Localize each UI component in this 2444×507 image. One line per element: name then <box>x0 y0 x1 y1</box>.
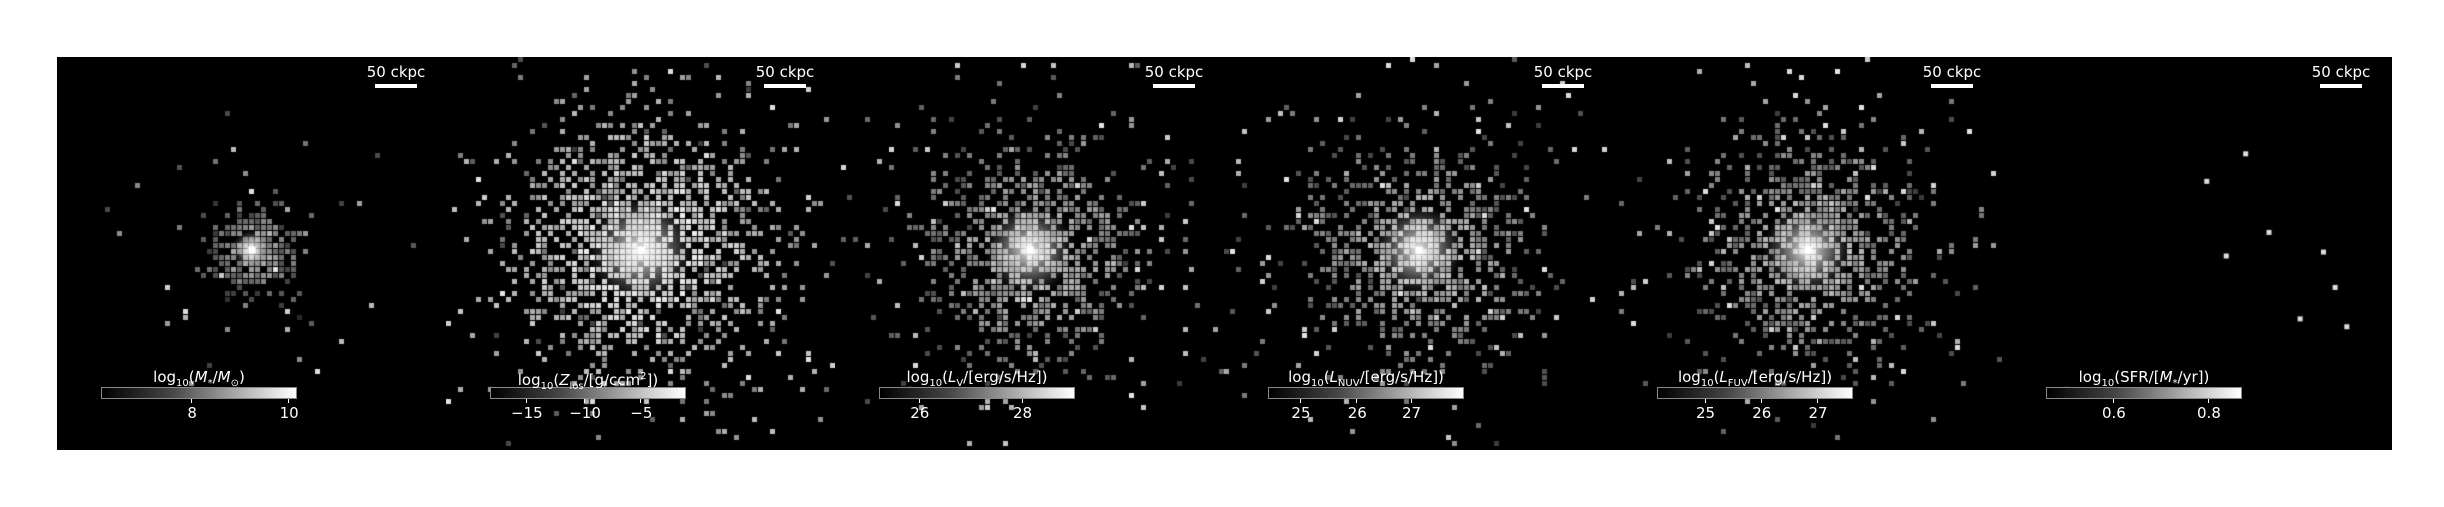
image-strip: 50 ckpc log10(M*/M⊙) 8 10 50 ckpc log10(Zlos/… <box>57 57 2392 450</box>
galaxy-map <box>1613 57 2002 450</box>
colorbar-tick-label: 25 <box>1291 404 1311 422</box>
colorbar-title: log10(LNUV/[erg/s/Hz]) <box>1288 368 1444 389</box>
scale-bar-line <box>1153 84 1195 88</box>
colorbar-tick-label: 0.6 <box>2101 404 2126 422</box>
scale-bar-label: 50 ckpc <box>2311 63 2371 81</box>
image-panel: 50 ckpc log10(LNUV/[erg/s/Hz]) 25 26 27 <box>1224 57 1613 450</box>
colorbar-title: log10(SFR/[M*/yr]) <box>2078 368 2210 389</box>
galaxy-map <box>835 57 1224 450</box>
scale-bar: 50 ckpc <box>1922 63 1982 88</box>
scale-bar: 50 ckpc <box>2311 63 2371 88</box>
scale-bar-line <box>1542 84 1584 88</box>
scale-bar: 50 ckpc <box>366 63 426 88</box>
colorbar-tick-label: 10 <box>279 404 299 422</box>
colorbar-tick-label: 27 <box>1402 404 1422 422</box>
colorbar-tick-label: −15 <box>511 404 543 422</box>
colorbar: log10(LFUV/[erg/s/Hz]) 25 26 27 <box>1657 367 1853 422</box>
image-panel: 50 ckpc log10(LV/[erg/s/Hz]) 26 28 <box>835 57 1224 450</box>
scale-bar-label: 50 ckpc <box>755 63 815 81</box>
colorbar-title: log10(LFUV/[erg/s/Hz]) <box>1677 368 1833 389</box>
colorbar-tick-label: 26 <box>910 404 930 422</box>
colorbar-gradient <box>1657 387 1853 399</box>
image-panel: 50 ckpc log10(LFUV/[erg/s/Hz]) 25 26 27 <box>1613 57 2002 450</box>
colorbar-tick-label: −10 <box>569 404 601 422</box>
scale-bar: 50 ckpc <box>1144 63 1204 88</box>
colorbar: log10(SFR/[M*/yr]) 0.6 0.8 <box>2046 367 2242 422</box>
colorbar-gradient <box>879 387 1075 399</box>
image-panel: 50 ckpc log10(M*/M⊙) 8 10 <box>57 57 446 450</box>
colorbar-tick-label: 26 <box>1347 404 1367 422</box>
scale-bar: 50 ckpc <box>755 63 815 88</box>
galaxy-map <box>446 57 835 450</box>
scale-bar-line <box>764 84 806 88</box>
scale-bar-line <box>1931 84 1973 88</box>
colorbar: log10(Zlos/[g/ccm2]) −15 −10 −5 <box>490 367 686 422</box>
scale-bar-label: 50 ckpc <box>1533 63 1593 81</box>
galaxy-map <box>1224 57 1613 450</box>
colorbar-gradient <box>1268 387 1464 399</box>
colorbar-title: log10(M*/M⊙) <box>153 368 245 389</box>
colorbar-tick-label: 26 <box>1752 404 1772 422</box>
image-panel: 50 ckpc log10(SFR/[M*/yr]) 0.6 0.8 <box>2002 57 2391 450</box>
colorbar: log10(LV/[erg/s/Hz]) 26 28 <box>879 367 1075 422</box>
colorbar-tick-label: 28 <box>1013 404 1033 422</box>
colorbar-tick-label: −5 <box>630 404 653 422</box>
colorbar-gradient <box>490 387 686 399</box>
scale-bar-label: 50 ckpc <box>1144 63 1204 81</box>
colorbar-title: log10(LV/[erg/s/Hz]) <box>906 368 1048 389</box>
colorbar-tick-label: 8 <box>187 404 197 422</box>
image-panel: 50 ckpc log10(Zlos/[g/ccm2]) −15 −10 −5 <box>446 57 835 450</box>
scale-bar-line <box>375 84 417 88</box>
scale-bar-line <box>2320 84 2362 88</box>
colorbar-tick-label: 27 <box>1808 404 1828 422</box>
galaxy-map <box>2002 57 2391 450</box>
colorbar-gradient <box>101 387 297 399</box>
colorbar-tick-label: 0.8 <box>2197 404 2221 422</box>
scale-bar-label: 50 ckpc <box>1922 63 1982 81</box>
scale-bar: 50 ckpc <box>1533 63 1593 88</box>
colorbar: log10(M*/M⊙) 8 10 <box>101 367 299 422</box>
colorbar-tick-label: 25 <box>1695 404 1716 422</box>
colorbar-gradient <box>2046 387 2242 399</box>
colorbar: log10(LNUV/[erg/s/Hz]) 25 26 27 <box>1268 367 1464 422</box>
galaxy-map <box>57 57 446 450</box>
colorbar-title: log10(Zlos/[g/ccm2]) <box>517 371 659 392</box>
scale-bar-label: 50 ckpc <box>366 63 426 81</box>
